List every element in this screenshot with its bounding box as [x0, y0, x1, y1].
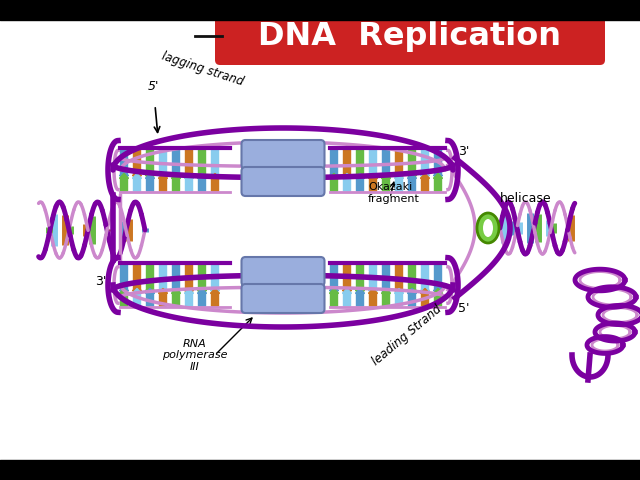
FancyBboxPatch shape	[250, 281, 316, 289]
FancyArrow shape	[433, 173, 442, 191]
FancyArrow shape	[184, 173, 193, 191]
FancyArrow shape	[394, 149, 403, 180]
FancyArrow shape	[394, 288, 403, 306]
FancyBboxPatch shape	[241, 140, 324, 169]
FancyArrow shape	[159, 288, 168, 306]
FancyArrow shape	[184, 149, 193, 180]
FancyArrow shape	[394, 264, 403, 295]
FancyArrow shape	[132, 288, 141, 306]
Text: RNA
polymerase
III: RNA polymerase III	[163, 339, 228, 372]
FancyArrow shape	[408, 264, 417, 295]
Text: helicase: helicase	[500, 192, 552, 205]
Text: 5': 5'	[458, 302, 470, 315]
Text: DNA  Replication: DNA Replication	[259, 21, 561, 51]
FancyArrow shape	[198, 264, 207, 295]
FancyArrow shape	[369, 149, 378, 180]
FancyArrow shape	[159, 264, 168, 295]
FancyArrow shape	[159, 149, 168, 180]
FancyArrow shape	[145, 173, 154, 191]
FancyArrow shape	[330, 173, 339, 191]
FancyArrow shape	[211, 149, 220, 180]
FancyArrow shape	[198, 288, 207, 306]
FancyArrow shape	[342, 149, 351, 180]
FancyArrow shape	[120, 264, 129, 295]
FancyArrow shape	[172, 149, 180, 180]
FancyArrow shape	[145, 264, 154, 295]
FancyArrow shape	[132, 173, 141, 191]
FancyArrow shape	[211, 288, 220, 306]
FancyArrow shape	[330, 288, 339, 306]
FancyArrow shape	[172, 264, 180, 295]
FancyArrow shape	[172, 288, 180, 306]
FancyArrow shape	[342, 264, 351, 295]
FancyArrow shape	[145, 288, 154, 306]
FancyBboxPatch shape	[215, 7, 605, 65]
FancyArrow shape	[211, 264, 220, 295]
FancyBboxPatch shape	[250, 164, 316, 172]
FancyArrow shape	[381, 173, 390, 191]
FancyArrow shape	[120, 288, 129, 306]
FancyArrow shape	[408, 149, 417, 180]
FancyArrow shape	[433, 264, 442, 295]
FancyArrow shape	[394, 173, 403, 191]
FancyArrow shape	[355, 264, 365, 295]
FancyArrow shape	[211, 173, 220, 191]
FancyBboxPatch shape	[241, 284, 324, 313]
FancyArrow shape	[420, 288, 429, 306]
FancyBboxPatch shape	[241, 257, 324, 286]
FancyArrow shape	[355, 173, 365, 191]
FancyArrow shape	[420, 149, 429, 180]
FancyArrow shape	[381, 149, 390, 180]
FancyArrow shape	[408, 288, 417, 306]
FancyArrow shape	[342, 173, 351, 191]
FancyArrow shape	[145, 149, 154, 180]
FancyArrow shape	[342, 288, 351, 306]
FancyArrow shape	[184, 288, 193, 306]
FancyArrow shape	[120, 149, 129, 180]
FancyArrow shape	[369, 264, 378, 295]
Text: 3': 3'	[95, 275, 106, 288]
FancyArrow shape	[198, 173, 207, 191]
Text: 5': 5'	[148, 80, 159, 93]
Text: Okazaki
fragment: Okazaki fragment	[368, 182, 420, 204]
FancyArrow shape	[369, 173, 378, 191]
FancyArrow shape	[120, 173, 129, 191]
FancyArrow shape	[420, 173, 429, 191]
FancyArrow shape	[355, 288, 365, 306]
FancyArrow shape	[433, 149, 442, 180]
FancyArrow shape	[184, 264, 193, 295]
Text: leading Strand: leading Strand	[370, 302, 445, 368]
FancyBboxPatch shape	[241, 167, 324, 196]
FancyArrow shape	[172, 173, 180, 191]
FancyArrow shape	[159, 173, 168, 191]
FancyArrow shape	[330, 264, 339, 295]
FancyArrow shape	[433, 288, 442, 306]
FancyArrow shape	[355, 149, 365, 180]
Text: lagging strand: lagging strand	[160, 49, 245, 88]
FancyArrow shape	[369, 288, 378, 306]
Ellipse shape	[477, 213, 499, 243]
FancyArrow shape	[408, 173, 417, 191]
FancyArrow shape	[330, 149, 339, 180]
FancyArrow shape	[420, 264, 429, 295]
FancyArrow shape	[132, 149, 141, 180]
Ellipse shape	[483, 219, 493, 237]
FancyArrow shape	[381, 288, 390, 306]
Text: 3': 3'	[458, 145, 469, 158]
FancyArrow shape	[381, 264, 390, 295]
FancyArrow shape	[132, 264, 141, 295]
FancyArrow shape	[198, 149, 207, 180]
